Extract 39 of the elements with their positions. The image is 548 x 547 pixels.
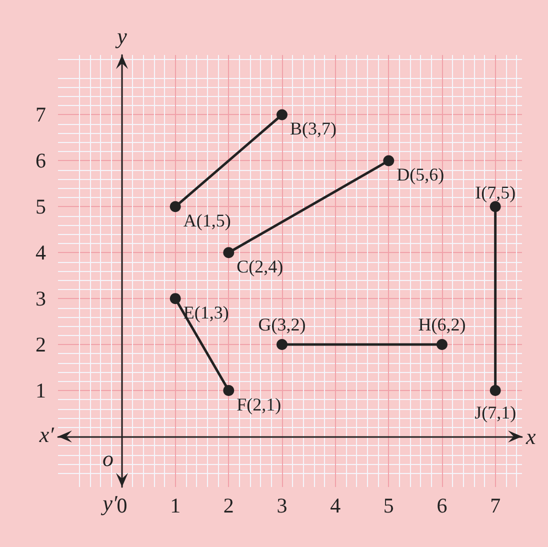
point bbox=[223, 384, 234, 396]
x-tick-label: 2 bbox=[223, 494, 234, 518]
point bbox=[383, 155, 394, 166]
y-tick-label: 3 bbox=[36, 286, 46, 311]
x-tick-label: 3 bbox=[276, 494, 288, 518]
point bbox=[276, 339, 288, 350]
annotation: B(3,7) bbox=[290, 118, 336, 139]
x-tick-label: 6 bbox=[436, 494, 448, 518]
y-tick-label: 4 bbox=[36, 240, 46, 265]
x-tick-label: 5 bbox=[383, 494, 394, 518]
annotation: I(7,5) bbox=[475, 182, 516, 203]
text: y′ bbox=[100, 490, 118, 516]
x-tick-label: 4 bbox=[330, 494, 342, 518]
point bbox=[170, 201, 181, 212]
y-tick-label: 1 bbox=[36, 378, 46, 402]
point bbox=[170, 293, 181, 304]
y-tick-label: 7 bbox=[36, 102, 46, 127]
y-tick-label: 2 bbox=[36, 332, 46, 357]
annotation: D(5,6) bbox=[396, 164, 444, 185]
x-axis-title: x bbox=[525, 424, 536, 449]
annotation: H(6,2) bbox=[418, 314, 466, 335]
y-tick-label: 5 bbox=[36, 194, 46, 219]
annotation: A(1,5) bbox=[183, 210, 231, 231]
x-tick-label: 0 bbox=[116, 494, 128, 518]
annotation: G(3,2) bbox=[258, 314, 306, 335]
y-axis-title: y bbox=[115, 24, 128, 48]
annotation: o bbox=[102, 446, 114, 471]
text: x′ bbox=[38, 422, 56, 447]
x-tick-label: 7 bbox=[490, 494, 501, 518]
annotation: E(1,3) bbox=[183, 302, 229, 323]
x-tick-label: 1 bbox=[170, 494, 181, 518]
annotation: J(7,1) bbox=[474, 402, 516, 422]
point bbox=[276, 109, 288, 120]
annotation: F(2,1) bbox=[236, 394, 282, 414]
annotation: C(2,4) bbox=[236, 256, 284, 277]
point bbox=[436, 339, 448, 350]
point bbox=[223, 247, 234, 258]
point bbox=[490, 384, 501, 396]
y-tick-label: 6 bbox=[36, 148, 46, 173]
